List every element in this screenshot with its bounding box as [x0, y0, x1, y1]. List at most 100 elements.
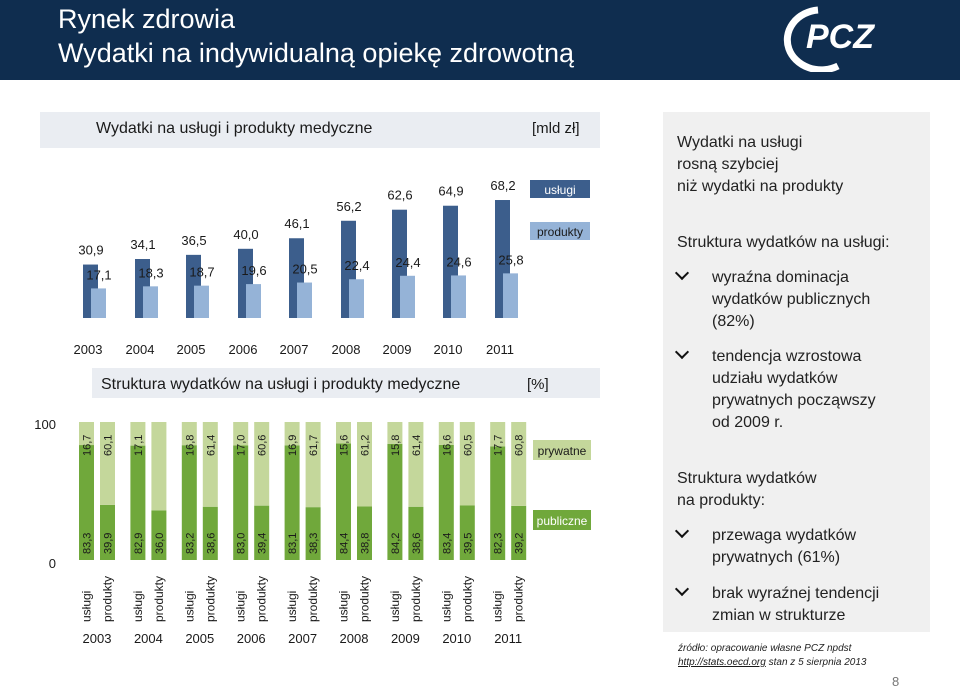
produkty-data-label: 22,4 — [344, 258, 369, 273]
legend-produkty-label: produkty — [537, 225, 583, 239]
bar-prywatne — [254, 422, 270, 506]
prywatne-data-label: 60,8 — [514, 435, 526, 456]
bar-prywatne — [408, 422, 424, 507]
chart2-year-label: 2004 — [134, 631, 163, 646]
bar-publiczne — [130, 445, 146, 560]
publiczne-data-label: 39,2 — [514, 533, 526, 554]
produkty-data-label: 18,3 — [138, 265, 163, 280]
prywatne-data-label: 61,2 — [360, 435, 372, 456]
legend-uslugi-label: usługi — [544, 183, 575, 197]
bar-publiczne — [254, 505, 270, 560]
bar-kind-label: usługi — [439, 591, 453, 622]
bar-publiczne — [305, 507, 321, 560]
bar-publiczne — [387, 443, 403, 560]
chart1-year-label: 2005 — [177, 342, 206, 357]
uslugi-data-label: 46,1 — [284, 216, 309, 231]
produkty-heading-1: Struktura wydatków — [677, 470, 817, 487]
prywatne-data-label: 61,4 — [205, 435, 217, 456]
publiczne-data-label: 39,4 — [257, 533, 269, 554]
bar-prywatne — [305, 422, 321, 508]
publiczne-data-label: 83,3 — [82, 533, 94, 554]
produkty-heading-2: na produkty: — [677, 492, 766, 509]
bar-prywatne — [130, 422, 146, 446]
logo-swoosh-icon — [783, 6, 840, 72]
uslugi-data-label: 64,9 — [438, 184, 463, 199]
bar-publiczne — [336, 443, 351, 560]
bar-publiczne — [357, 506, 372, 560]
prywatne-data-label: 61,4 — [411, 435, 423, 456]
source-date: stan z 5 sierpnia 2013 — [765, 657, 867, 668]
legend-prywatne-swatch — [533, 440, 591, 460]
prywatne-data-label: 16,6 — [441, 435, 453, 456]
bullet2-line2: udziału wydatków — [712, 370, 838, 387]
chart2-year-label: 2011 — [494, 631, 522, 646]
publiczne-data-label: 82,9 — [133, 533, 145, 554]
bar-produkty — [451, 275, 466, 318]
uslugi-heading: Struktura wydatków na usługi: — [677, 234, 890, 251]
prywatne-data-label: 17,0 — [236, 435, 248, 456]
publiczne-data-label: 84,2 — [390, 533, 402, 554]
prywatne-data-label: 15,8 — [390, 435, 402, 456]
bar-produkty — [503, 273, 518, 318]
bar-publiczne — [202, 506, 218, 560]
legend-uslugi-swatch — [530, 180, 590, 198]
bar-produkty — [400, 275, 415, 318]
chart2-unit: [%] — [527, 376, 549, 393]
bullet4-line1: brak wyraźnej tendencji — [712, 585, 880, 602]
chart1-title-panel — [40, 112, 600, 148]
chart2-year-label: 2005 — [185, 631, 214, 646]
bar-publiczne — [438, 444, 454, 560]
bar-prywatne — [387, 422, 403, 444]
prywatne-data-label: 17,1 — [133, 435, 145, 456]
bar-kind-label: usługi — [491, 591, 505, 622]
bar-publiczne — [459, 505, 475, 560]
bullet3-line1: przewaga wydatków — [712, 527, 857, 544]
chart1-year-label: 2003 — [74, 342, 103, 357]
chart2-year-label: 2003 — [83, 631, 112, 646]
chart2-year-label: 2006 — [237, 631, 266, 646]
prywatne-data-label: 17,7 — [493, 435, 505, 456]
bar-kind-label: usługi — [337, 591, 351, 622]
chart2-year-label: 2010 — [442, 631, 471, 646]
source-link[interactable]: http://stats.oecd.org — [678, 657, 766, 668]
charts-svg: Wydatki na usługi i produkty medyczne [ml… — [34, 120, 591, 646]
publiczne-data-label: 83,0 — [236, 533, 248, 554]
summary-lead-2: rosną szybciej — [677, 156, 779, 173]
bar-prywatne — [357, 422, 372, 507]
bar-kind-label: produkty — [306, 576, 320, 622]
bullet2-line4: od 2009 r. — [712, 414, 784, 431]
prywatne-data-label: 16,8 — [184, 435, 196, 456]
chart1-year-label: 2006 — [229, 342, 258, 357]
bar-produkty — [246, 284, 261, 318]
bar-kind-label: usługi — [80, 591, 94, 622]
bar-kind-label: usługi — [388, 591, 402, 622]
source-note: źródło: opracowanie własne PCZ npdst htt… — [678, 642, 866, 670]
legend-produkty-swatch — [530, 222, 590, 240]
bar-produkty — [349, 279, 364, 318]
uslugi-data-label: 30,9 — [78, 243, 103, 258]
bullet2-line1: tendencja wzrostowa — [712, 348, 862, 365]
prywatne-data-label: 16,9 — [287, 435, 299, 456]
logo-text: PCZ — [806, 18, 875, 56]
bar-publiczne — [284, 445, 300, 560]
bar-prywatne — [79, 422, 94, 446]
publiczne-data-label: 38,6 — [205, 533, 217, 554]
chart2-year-label: 2008 — [340, 631, 369, 646]
produkty-data-label: 20,5 — [292, 262, 317, 277]
bar-kind-label: produkty — [101, 576, 115, 622]
bar-produkty — [297, 282, 312, 318]
chart2-year-label: 2007 — [288, 631, 317, 646]
chart1-year-label: 2004 — [126, 342, 155, 357]
prywatne-data-label: 60,6 — [257, 435, 269, 456]
uslugi-data-label: 36,5 — [181, 233, 206, 248]
produkty-data-label: 19,6 — [241, 263, 266, 278]
y-tick-label: 0 — [49, 556, 56, 571]
bar-kind-label: usługi — [182, 591, 196, 622]
bar-produkty — [91, 288, 106, 318]
uslugi-data-label: 56,2 — [336, 199, 361, 214]
bar-publiczne — [100, 504, 115, 560]
bar-prywatne — [202, 422, 218, 507]
produkty-data-label: 24,6 — [446, 254, 471, 269]
publiczne-data-label: 36,0 — [154, 533, 166, 554]
produkty-data-label: 18,7 — [189, 265, 214, 280]
